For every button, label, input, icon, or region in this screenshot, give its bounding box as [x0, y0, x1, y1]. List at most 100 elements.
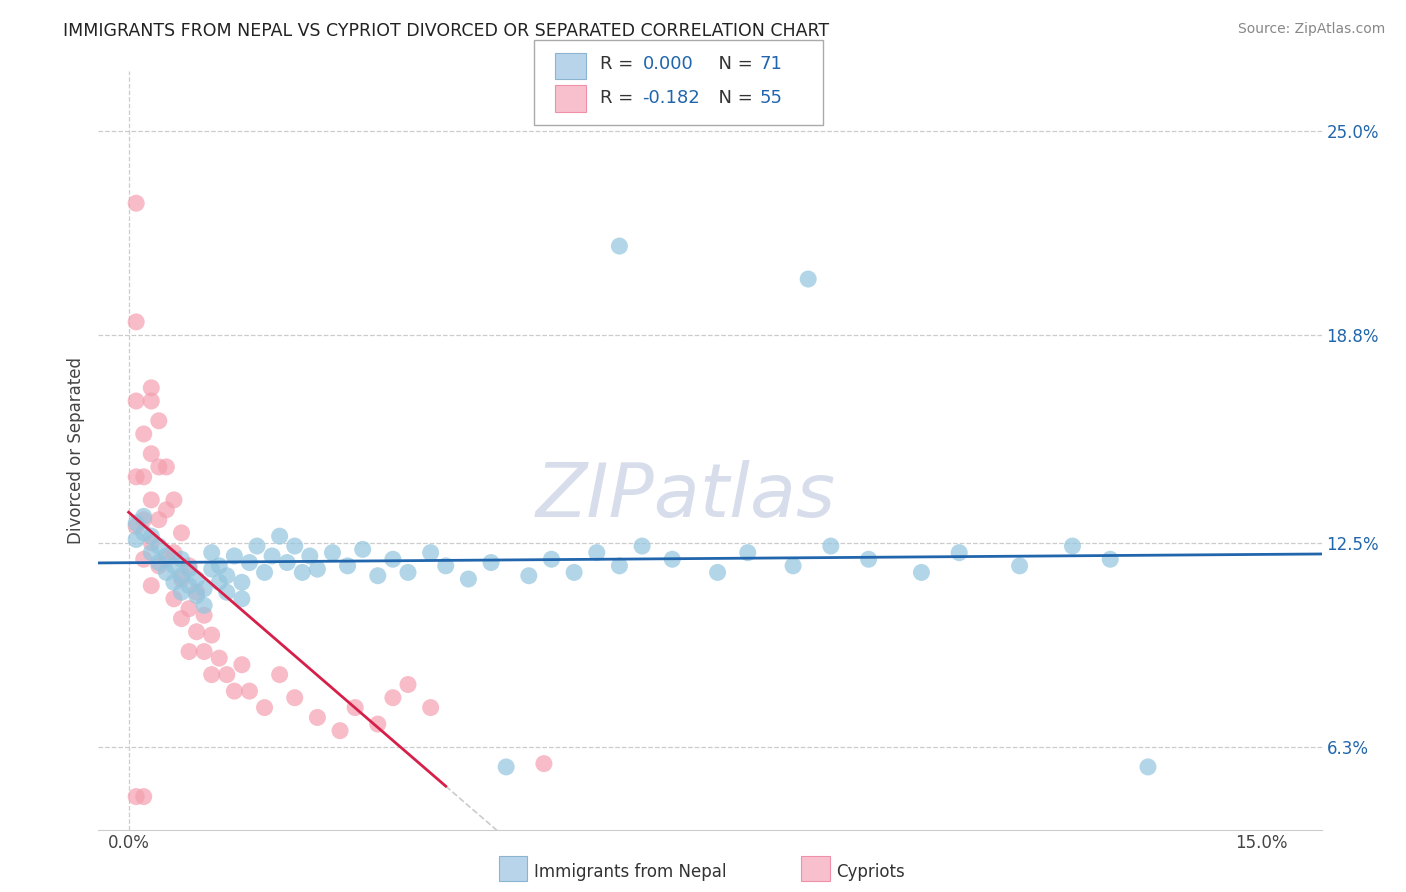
- Point: [170, 572, 193, 586]
- Point: [125, 516, 148, 530]
- Point: [609, 239, 631, 253]
- Point: [193, 582, 215, 596]
- Point: [125, 470, 148, 484]
- Point: [224, 684, 246, 698]
- Point: [170, 552, 193, 566]
- Point: [177, 558, 200, 573]
- Point: [132, 509, 155, 524]
- Point: [434, 558, 457, 573]
- Point: [170, 585, 193, 599]
- Point: [1136, 760, 1159, 774]
- Point: [132, 470, 155, 484]
- Point: [163, 558, 186, 573]
- Point: [201, 628, 224, 642]
- Point: [155, 549, 177, 563]
- Point: [820, 539, 842, 553]
- Point: [284, 690, 307, 705]
- Point: [562, 566, 585, 580]
- Point: [479, 556, 502, 570]
- Point: [419, 700, 441, 714]
- Point: [193, 644, 215, 658]
- Point: [141, 447, 163, 461]
- Point: [585, 546, 607, 560]
- Point: [910, 566, 932, 580]
- Text: ZIPatlas: ZIPatlas: [536, 460, 835, 532]
- Point: [246, 539, 269, 553]
- Point: [381, 690, 404, 705]
- Point: [269, 667, 291, 681]
- Point: [125, 533, 148, 547]
- Point: [457, 572, 479, 586]
- Point: [336, 558, 359, 573]
- Point: [193, 599, 215, 613]
- Point: [661, 552, 683, 566]
- Point: [215, 568, 238, 582]
- Point: [148, 558, 170, 573]
- Point: [186, 624, 208, 639]
- Text: 55: 55: [759, 89, 782, 107]
- Point: [155, 459, 177, 474]
- Point: [352, 542, 374, 557]
- Point: [419, 546, 441, 560]
- Point: [253, 700, 276, 714]
- Point: [125, 196, 148, 211]
- Text: N =: N =: [707, 89, 759, 107]
- Point: [231, 591, 253, 606]
- Point: [155, 503, 177, 517]
- Point: [125, 315, 148, 329]
- Point: [540, 552, 562, 566]
- Point: [208, 651, 231, 665]
- Point: [224, 549, 246, 563]
- Point: [533, 756, 555, 771]
- Text: Cypriots: Cypriots: [837, 863, 905, 881]
- Point: [141, 394, 163, 409]
- Point: [1099, 552, 1122, 566]
- Point: [186, 585, 208, 599]
- Point: [609, 558, 631, 573]
- Point: [132, 427, 155, 442]
- Point: [948, 546, 970, 560]
- Point: [321, 546, 343, 560]
- Point: [141, 381, 163, 395]
- Point: [125, 789, 148, 804]
- Point: [269, 529, 291, 543]
- Point: [132, 525, 155, 540]
- Text: 0.000: 0.000: [643, 55, 693, 73]
- Point: [141, 529, 163, 543]
- Point: [141, 492, 163, 507]
- Point: [631, 539, 654, 553]
- Text: R =: R =: [600, 89, 640, 107]
- Point: [253, 566, 276, 580]
- Text: Immigrants from Nepal: Immigrants from Nepal: [534, 863, 727, 881]
- Point: [367, 568, 389, 582]
- Text: 71: 71: [759, 55, 782, 73]
- Point: [208, 558, 231, 573]
- Point: [276, 556, 298, 570]
- Point: [396, 566, 419, 580]
- Point: [177, 562, 200, 576]
- Point: [858, 552, 880, 566]
- Point: [291, 566, 314, 580]
- Point: [193, 608, 215, 623]
- Point: [186, 589, 208, 603]
- Point: [141, 546, 163, 560]
- Point: [231, 575, 253, 590]
- Point: [148, 539, 170, 553]
- Point: [155, 552, 177, 566]
- Point: [1008, 558, 1031, 573]
- Point: [517, 568, 540, 582]
- Point: [141, 535, 163, 549]
- Point: [163, 492, 186, 507]
- Point: [201, 546, 224, 560]
- Point: [163, 591, 186, 606]
- Point: [177, 644, 200, 658]
- Text: R =: R =: [600, 55, 640, 73]
- Point: [201, 667, 224, 681]
- Point: [170, 611, 193, 625]
- Point: [706, 566, 728, 580]
- Point: [238, 556, 260, 570]
- Point: [367, 717, 389, 731]
- Point: [782, 558, 804, 573]
- Point: [737, 546, 759, 560]
- Point: [215, 585, 238, 599]
